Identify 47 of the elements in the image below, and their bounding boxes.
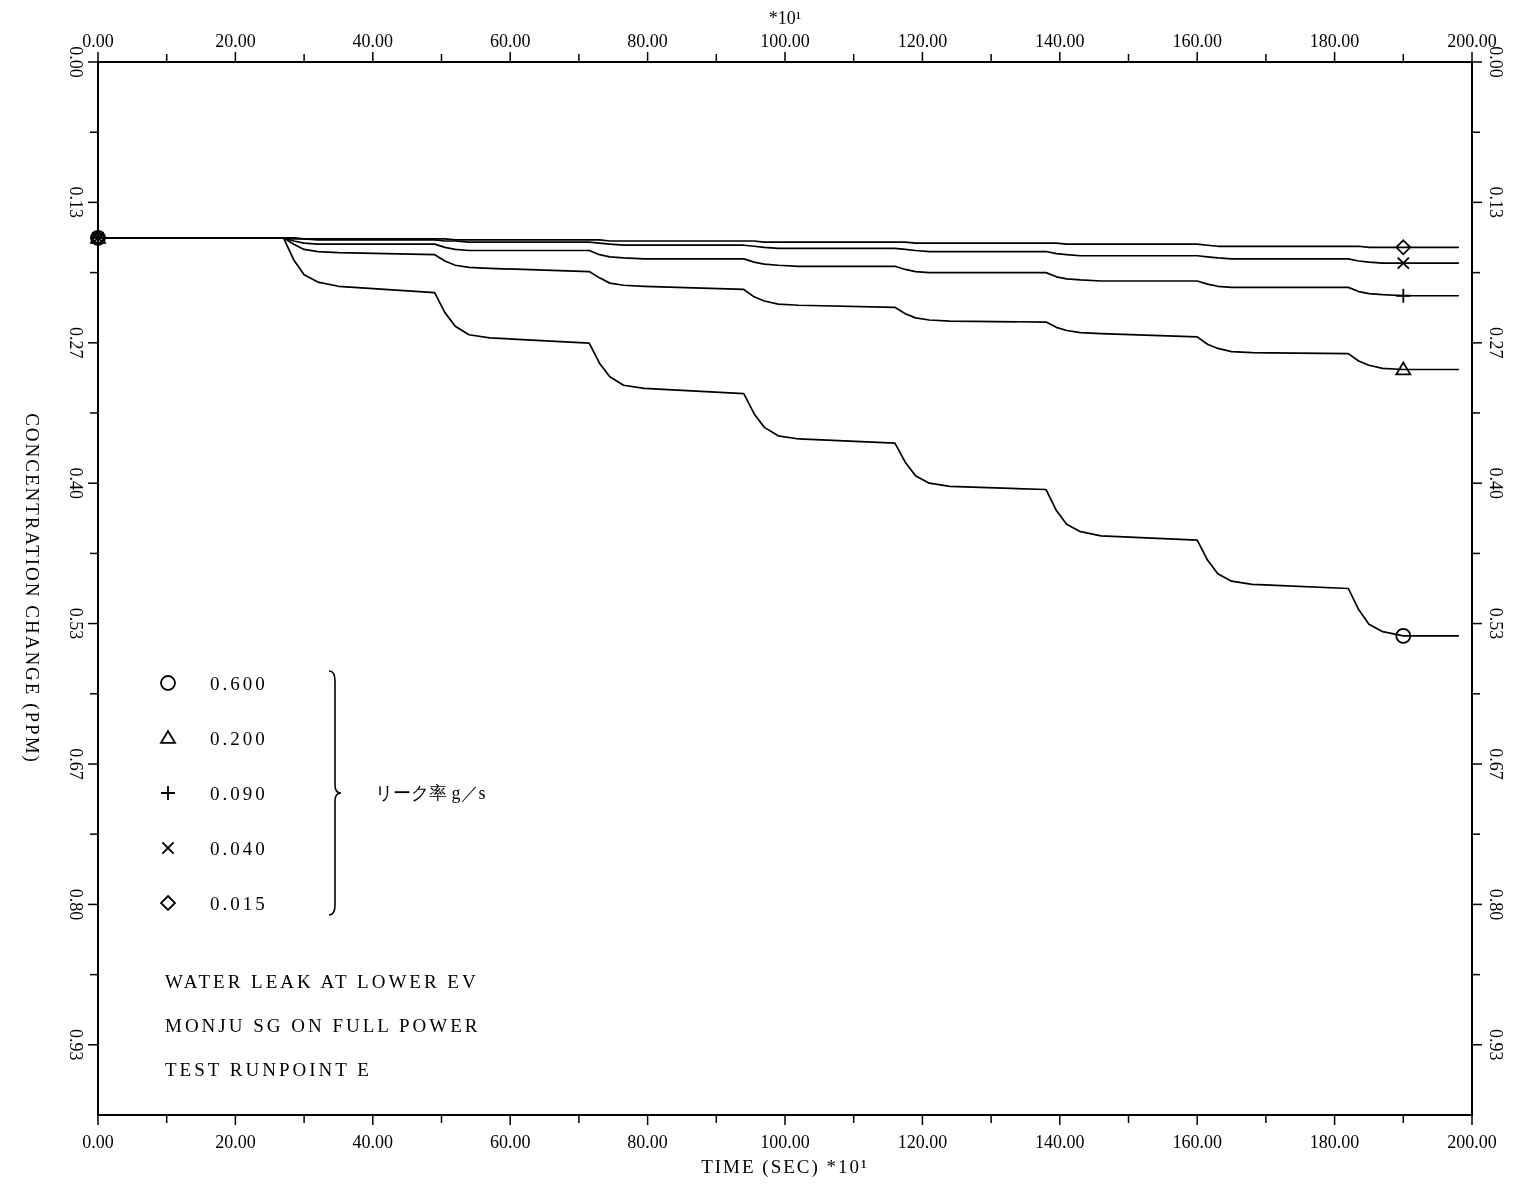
annotation: TEST RUNPOINT E xyxy=(165,1059,372,1080)
x-tick-label: 140.00 xyxy=(1035,31,1085,51)
x2-tick-label: 0.00 xyxy=(82,1132,114,1152)
legend-label: 0.600 xyxy=(210,672,268,694)
x-tick-label: 20.00 xyxy=(215,31,256,51)
y2-tick-label: 0.40 xyxy=(1486,467,1506,499)
x2-tick-label: 160.00 xyxy=(1172,1132,1222,1152)
x2-tick-label: 120.00 xyxy=(897,1132,948,1152)
y2-tick-label: 0.27 xyxy=(1486,327,1506,359)
y-tick-label: 0.27 xyxy=(66,327,86,359)
legend-label: 0.015 xyxy=(210,892,268,914)
y-tick-label: 0.80 xyxy=(66,888,86,921)
legend-label: 0.090 xyxy=(210,782,268,804)
legend-label: 0.040 xyxy=(210,837,268,859)
y-tick-label: 0.53 xyxy=(66,607,86,640)
x2-tick-label: 60.00 xyxy=(489,1132,531,1152)
legend-title: リーク率 g／s xyxy=(375,783,486,803)
x-tick-label: 40.00 xyxy=(352,31,394,51)
x-axis-title: TIME (SEC) *10¹ xyxy=(701,1156,869,1178)
y2-tick-label: 0.80 xyxy=(1486,888,1506,921)
x-tick-label: 120.00 xyxy=(897,31,948,51)
x-tick-label: 160.00 xyxy=(1172,31,1222,51)
x-tick-label: 100.00 xyxy=(760,31,810,51)
y-axis-title: CONCENTRATION CHANGE (PPM) xyxy=(20,413,43,764)
x-tick-label: 0.00 xyxy=(82,31,114,51)
x2-tick-label: 200.00 xyxy=(1447,1132,1497,1152)
x2-tick-label: 80.00 xyxy=(627,1132,668,1152)
annotation: MONJU SG ON FULL POWER xyxy=(165,1015,481,1036)
annotation: WATER LEAK AT LOWER EV xyxy=(165,971,479,992)
y2-tick-label: 0.93 xyxy=(1486,1029,1506,1061)
y-tick-label: 0.13 xyxy=(66,186,86,219)
y2-tick-label: 0.67 xyxy=(1486,748,1506,780)
x-tick-label: 60.00 xyxy=(489,31,531,51)
legend-label: 0.200 xyxy=(210,727,268,749)
x2-tick-label: 100.00 xyxy=(760,1132,810,1152)
x2-tick-label: 140.00 xyxy=(1035,1132,1085,1152)
x2-tick-label: 20.00 xyxy=(215,1132,256,1152)
y-tick-label: 0.93 xyxy=(66,1029,86,1061)
y2-tick-label: 0.13 xyxy=(1486,186,1506,219)
x-tick-label: 80.00 xyxy=(627,31,668,51)
x2-tick-label: 180.00 xyxy=(1309,1132,1360,1152)
x2-axis-title: *10¹ xyxy=(768,8,802,28)
y2-tick-label: 0.53 xyxy=(1486,607,1506,640)
x-tick-label: 180.00 xyxy=(1309,31,1360,51)
y-tick-label: 0.67 xyxy=(66,748,86,780)
x2-tick-label: 40.00 xyxy=(352,1132,394,1152)
y-tick-label: 0.40 xyxy=(66,467,86,499)
